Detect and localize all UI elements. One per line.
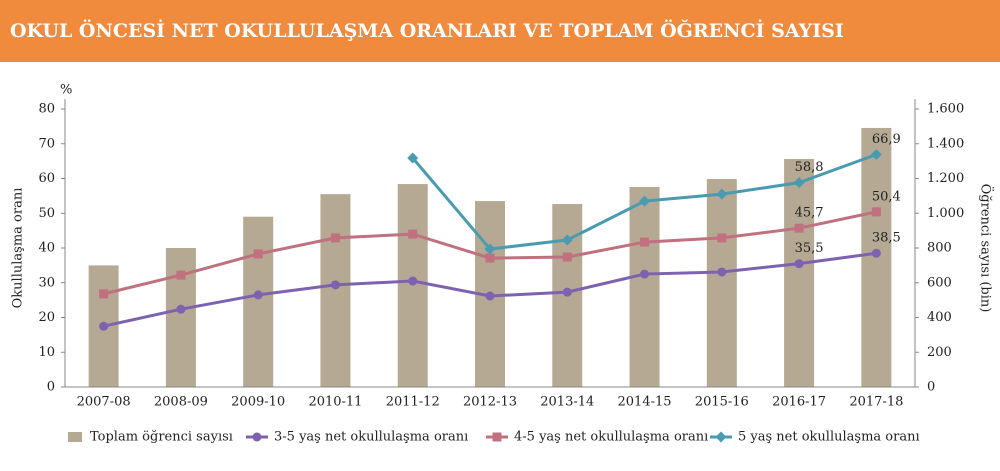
y-tick-label: 0 — [47, 380, 55, 395]
marker — [408, 276, 418, 286]
x-tick-label: 2014-15 — [618, 395, 672, 410]
marker — [639, 195, 651, 207]
data-label: 38,5 — [872, 231, 901, 246]
marker — [717, 233, 727, 243]
marker — [408, 229, 418, 239]
marker — [485, 253, 495, 263]
marker — [640, 237, 650, 247]
y2-tick-label: 400 — [927, 310, 952, 325]
data-label: 35,5 — [795, 241, 824, 256]
y2-tick-label: 1.600 — [927, 102, 964, 117]
x-tick-label: 2007-08 — [77, 395, 131, 410]
x-tick-label: 2009-10 — [231, 395, 285, 410]
marker — [253, 290, 263, 300]
y2-tick-label: 1.200 — [927, 171, 964, 186]
chart-title: OKUL ÖNCESİ NET OKULLULAŞMA ORANLARI VE … — [10, 19, 844, 42]
legend-label: 4-5 yaş net okullulaşma oranı — [514, 430, 708, 445]
y2-tick-label: 1.400 — [927, 136, 964, 151]
y2-axis-label: Öğrenci sayısı (bin) — [978, 184, 995, 313]
bar — [165, 248, 196, 387]
marker — [176, 270, 186, 280]
marker — [99, 321, 109, 331]
legend-label: 5 yaş net okullulaşma oranı — [738, 430, 920, 445]
marker — [252, 432, 262, 442]
header-band — [0, 0, 1000, 62]
marker — [484, 243, 496, 255]
marker — [253, 249, 263, 259]
x-tick-label: 2017-18 — [849, 395, 903, 410]
legend-label: 3-5 yaş net okullulaşma oranı — [274, 430, 468, 445]
y-tick-label: 10 — [38, 345, 55, 360]
y2-tick-label: 0 — [927, 380, 935, 395]
data-label: 66,9 — [872, 132, 901, 147]
y-tick-label: 70 — [38, 136, 55, 151]
marker — [330, 233, 340, 243]
marker — [716, 188, 728, 200]
x-tick-label: 2008-09 — [154, 395, 208, 410]
marker — [561, 234, 573, 246]
bar — [243, 216, 274, 387]
marker — [99, 289, 109, 299]
y2-tick-label: 600 — [927, 275, 952, 290]
marker — [492, 432, 502, 442]
x-tick-label: 2013-14 — [540, 395, 594, 410]
marker — [870, 149, 882, 161]
y-unit: % — [60, 83, 72, 98]
marker — [176, 304, 186, 314]
legend-label: Toplam öğrenci sayısı — [90, 430, 233, 445]
marker — [562, 252, 572, 262]
x-tick-label: 2010-11 — [308, 395, 362, 410]
bar — [706, 179, 737, 387]
x-tick-label: 2011-12 — [386, 395, 440, 410]
data-label: 50,4 — [872, 189, 901, 204]
marker — [871, 207, 881, 217]
y-tick-label: 50 — [38, 206, 55, 221]
marker — [330, 280, 340, 290]
y2-tick-label: 200 — [927, 345, 952, 360]
bar — [784, 159, 815, 387]
marker — [793, 177, 805, 189]
y-tick-label: 30 — [38, 275, 55, 290]
data-label: 45,7 — [795, 206, 824, 221]
marker — [794, 223, 804, 233]
marker — [794, 259, 804, 269]
x-tick-label: 2015-16 — [695, 395, 749, 410]
x-tick-label: 2012-13 — [463, 395, 517, 410]
marker — [562, 287, 572, 297]
bar — [320, 194, 351, 387]
marker — [485, 291, 495, 301]
marker — [640, 269, 650, 279]
y-tick-label: 40 — [38, 241, 55, 256]
marker — [715, 431, 727, 443]
y-axis-label: Okullulaşma oranı — [11, 188, 26, 309]
y2-tick-label: 800 — [927, 241, 952, 256]
y-tick-label: 60 — [38, 171, 55, 186]
x-tick-label: 2016-17 — [772, 395, 826, 410]
y2-tick-label: 1.000 — [927, 206, 964, 221]
y-tick-label: 80 — [38, 102, 55, 117]
marker — [407, 152, 419, 164]
data-label: 58,8 — [795, 160, 824, 175]
legend-swatch — [68, 432, 82, 442]
marker — [717, 267, 727, 277]
bar — [397, 184, 428, 387]
bar — [629, 187, 660, 387]
marker — [871, 248, 881, 258]
y-tick-label: 20 — [38, 310, 55, 325]
